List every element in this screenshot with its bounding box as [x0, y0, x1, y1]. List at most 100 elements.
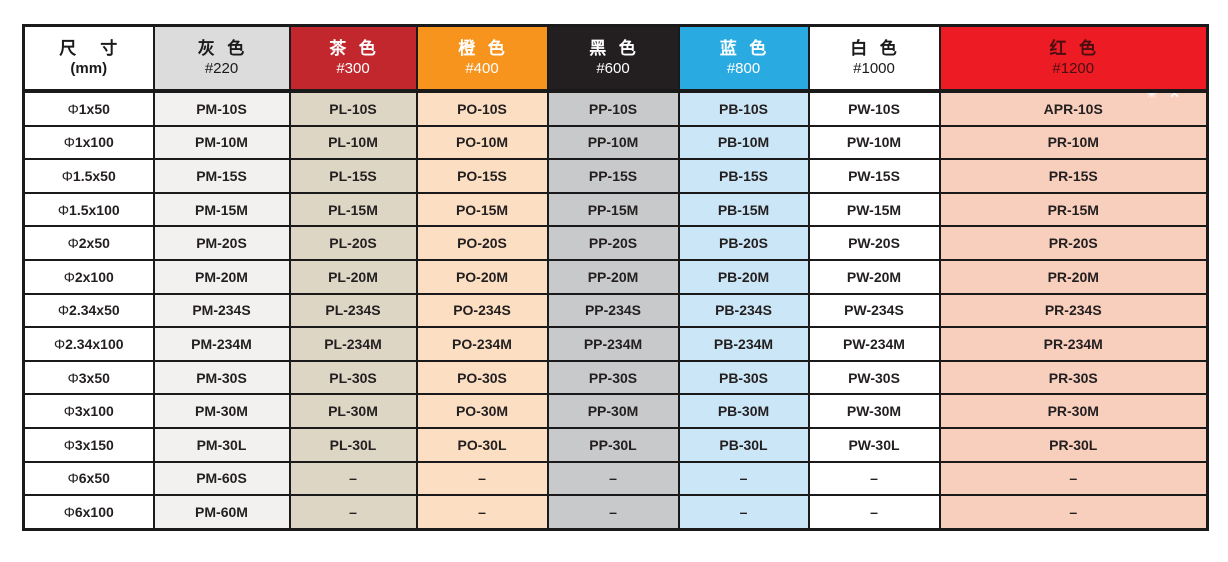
size-cell: Φ6x50	[22, 460, 155, 497]
code-cell-gray: PM-60M	[152, 494, 291, 531]
size-cell: Φ3x100	[22, 393, 155, 429]
code-cell-red: PR-20S	[938, 225, 1209, 261]
code-cell-red: PR-15S	[938, 158, 1209, 194]
code-cell-orange: PO-10S	[415, 90, 549, 127]
code-cell-blue: PB-10S	[677, 90, 810, 127]
code-cell-black: PP-30S	[546, 359, 680, 396]
code-cell-blue: PB-30S	[677, 359, 810, 396]
table-row: Φ3x50 PM-30S PL-30S PO-30S PP-30S PB-30S PW-3…	[22, 359, 1209, 396]
column-header-grit: #300	[336, 59, 370, 77]
code-cell-tea: PL-10M	[288, 124, 418, 161]
code-cell-tea: PL-15M	[288, 191, 418, 228]
table-row: Φ1.5x50 PM-15S PL-15S PO-15S PP-15S PB-15S PW…	[22, 158, 1209, 194]
code-cell-gray: PM-234S	[152, 292, 291, 329]
code-cell-red: PR-20M	[938, 258, 1209, 295]
code-cell-white: PW-234M	[807, 326, 941, 362]
size-value: 2.34x100	[65, 335, 124, 352]
code-cell-black: –	[546, 460, 680, 497]
column-header-name: 橙 色	[458, 39, 506, 59]
column-header-grit: #600	[596, 59, 630, 77]
code-cell-white: PW-15M	[807, 191, 941, 228]
code-cell-tea: PL-30L	[288, 426, 418, 463]
diameter-symbol: Φ	[67, 369, 79, 386]
size-value: 2.34x50	[69, 302, 120, 319]
column-header-orange: 橙 色 #400	[415, 24, 549, 93]
code-cell-white: PW-30S	[807, 359, 941, 396]
size-cell: Φ1.5x50	[22, 158, 155, 194]
table-row: Φ2x50 PM-20S PL-20S PO-20S PP-20S PB-20S PW-2…	[22, 225, 1209, 261]
diameter-symbol: Φ	[63, 268, 75, 285]
diameter-symbol: Φ	[63, 403, 75, 420]
code-cell-orange: PO-30S	[415, 359, 549, 396]
code-cell-gray: PM-15M	[152, 191, 291, 228]
code-cell-white: PW-10S	[807, 90, 941, 127]
column-header-grit: #220	[204, 59, 239, 77]
code-cell-white: PW-10M	[807, 124, 941, 161]
code-cell-orange: PO-20M	[415, 258, 549, 295]
code-cell-white: –	[807, 460, 941, 497]
column-header-gray: 灰 色 #220	[152, 24, 291, 93]
code-cell-gray: PM-10M	[152, 124, 291, 161]
column-header-grit: #1200	[1052, 59, 1095, 77]
code-cell-red: APR-10S ✳ ✕	[938, 90, 1209, 127]
code-cell-red: PR-30S	[938, 359, 1209, 396]
code-cell-orange: PO-20S	[415, 225, 549, 261]
code-cell-blue: PB-30L	[677, 426, 810, 463]
size-value: 1x50	[78, 100, 110, 117]
code-cell-gray: PM-20S	[152, 225, 291, 261]
code-cell-tea: PL-10S	[288, 90, 418, 127]
diameter-symbol: Φ	[57, 201, 70, 218]
size-value: 3x50	[78, 369, 110, 386]
code-cell-gray: PM-30M	[152, 393, 291, 429]
code-cell-blue: PB-15M	[677, 191, 810, 228]
column-header-name: 蓝 色	[719, 39, 768, 59]
code-cell-red: PR-234S	[938, 292, 1209, 329]
code-cell-blue: PB-20M	[677, 258, 810, 295]
table-row: Φ3x100 PM-30M PL-30M PO-30M PP-30M PB-30M PW-…	[22, 393, 1209, 429]
code-cell-blue: PB-234S	[677, 292, 810, 329]
size-cell: Φ3x150	[22, 426, 155, 463]
code-cell-orange: PO-15M	[415, 191, 549, 228]
code-cell-black: PP-234S	[546, 292, 680, 329]
code-cell-white: –	[807, 494, 941, 531]
code-cell-blue: PB-234M	[677, 326, 810, 362]
diameter-symbol: Φ	[63, 436, 75, 453]
code-cell-orange: PO-15S	[415, 158, 549, 194]
code-cell-red: PR-234M	[938, 326, 1209, 362]
code-cell-orange: PO-234M	[415, 326, 549, 362]
code-cell-black: PP-234M	[546, 326, 680, 362]
column-header-name: 灰 色	[197, 39, 246, 59]
table-row: Φ6x50 PM-60S – – – – – –	[22, 460, 1209, 497]
column-header-name: 白 色	[850, 39, 898, 59]
code-cell-tea: PL-30M	[288, 393, 418, 429]
code-cell-red: –	[938, 460, 1209, 497]
code-cell-orange: PO-10M	[415, 124, 549, 161]
code-cell-black: PP-20M	[546, 258, 680, 295]
code-cell-tea: PL-20S	[288, 225, 418, 261]
code-cell-tea: PL-20M	[288, 258, 418, 295]
code-cell-blue: PB-20S	[677, 225, 810, 261]
table-row: Φ1x100 PM-10M PL-10M PO-10M PP-10M PB-10M PW-…	[22, 124, 1209, 161]
code-cell-tea: PL-234M	[288, 326, 418, 362]
column-header-tea: 茶 色 #300	[288, 24, 418, 93]
size-value: 2x100	[74, 268, 114, 285]
diameter-symbol: Φ	[57, 302, 70, 319]
code-cell-black: PP-15M	[546, 191, 680, 228]
code-cell-orange: –	[415, 494, 549, 531]
size-value: 2x50	[78, 235, 110, 252]
code-cell-white: PW-30M	[807, 393, 941, 429]
diameter-symbol: Φ	[61, 167, 73, 184]
table-row: Φ2.34x100 PM-234M PL-234M PO-234M PP-234M PB…	[22, 326, 1209, 362]
code-cell-red: PR-30M	[938, 393, 1209, 429]
size-cell: Φ1.5x100	[22, 191, 155, 228]
table-row: Φ6x100 PM-60M – – – – – –	[22, 494, 1209, 531]
code-cell-red: –	[938, 494, 1209, 531]
code-cell-tea: PL-234S	[288, 292, 418, 329]
code-cell-gray: PM-20M	[152, 258, 291, 295]
code-cell-black: –	[546, 494, 680, 531]
table-row: Φ2.34x50 PM-234S PL-234S PO-234S PP-234S PB-…	[22, 292, 1209, 329]
table-row: Φ1x50 PM-10S PL-10S PO-10S PP-10S PB-10S PW-1…	[22, 90, 1209, 127]
column-header-grit: #400	[465, 59, 499, 77]
code-cell-tea: –	[288, 494, 418, 531]
